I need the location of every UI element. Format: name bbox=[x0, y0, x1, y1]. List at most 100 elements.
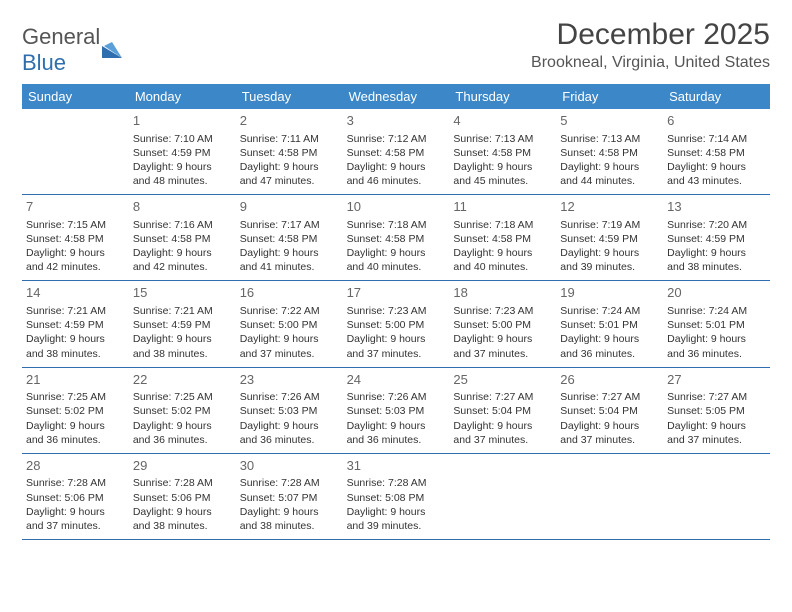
day-number: 15 bbox=[133, 284, 232, 302]
calendar-cell: 24Sunrise: 7:26 AMSunset: 5:03 PMDayligh… bbox=[343, 368, 450, 454]
sunset-line: Sunset: 4:58 PM bbox=[240, 232, 339, 246]
sunrise-line: Sunrise: 7:13 AM bbox=[560, 132, 659, 146]
sunrise-line: Sunrise: 7:18 AM bbox=[453, 218, 552, 232]
sunrise-line: Sunrise: 7:23 AM bbox=[453, 304, 552, 318]
day-number: 25 bbox=[453, 371, 552, 389]
daylight-line: Daylight: 9 hours and 37 minutes. bbox=[26, 505, 125, 533]
sunrise-line: Sunrise: 7:27 AM bbox=[453, 390, 552, 404]
sunrise-line: Sunrise: 7:25 AM bbox=[26, 390, 125, 404]
daylight-line: Daylight: 9 hours and 37 minutes. bbox=[453, 332, 552, 360]
sunrise-line: Sunrise: 7:28 AM bbox=[133, 476, 232, 490]
daylight-line: Daylight: 9 hours and 44 minutes. bbox=[560, 160, 659, 188]
sunrise-line: Sunrise: 7:25 AM bbox=[133, 390, 232, 404]
sunset-line: Sunset: 4:58 PM bbox=[26, 232, 125, 246]
calendar-cell bbox=[22, 109, 129, 195]
logo-text: General Blue bbox=[22, 24, 100, 76]
day-number: 1 bbox=[133, 112, 232, 130]
calendar-cell bbox=[449, 454, 556, 540]
daylight-line: Daylight: 9 hours and 47 minutes. bbox=[240, 160, 339, 188]
day-number: 14 bbox=[26, 284, 125, 302]
calendar: SundayMondayTuesdayWednesdayThursdayFrid… bbox=[22, 84, 770, 540]
sunset-line: Sunset: 4:59 PM bbox=[560, 232, 659, 246]
daylight-line: Daylight: 9 hours and 46 minutes. bbox=[347, 160, 446, 188]
sunrise-line: Sunrise: 7:20 AM bbox=[667, 218, 766, 232]
sunrise-line: Sunrise: 7:13 AM bbox=[453, 132, 552, 146]
calendar-cell: 18Sunrise: 7:23 AMSunset: 5:00 PMDayligh… bbox=[449, 281, 556, 367]
calendar-cell: 4Sunrise: 7:13 AMSunset: 4:58 PMDaylight… bbox=[449, 109, 556, 195]
daylight-line: Daylight: 9 hours and 37 minutes. bbox=[240, 332, 339, 360]
calendar-cell: 31Sunrise: 7:28 AMSunset: 5:08 PMDayligh… bbox=[343, 454, 450, 540]
day-number: 6 bbox=[667, 112, 766, 130]
day-number: 23 bbox=[240, 371, 339, 389]
day-number: 11 bbox=[453, 198, 552, 216]
calendar-cell: 13Sunrise: 7:20 AMSunset: 4:59 PMDayligh… bbox=[663, 195, 770, 281]
sunrise-line: Sunrise: 7:10 AM bbox=[133, 132, 232, 146]
sunset-line: Sunset: 5:00 PM bbox=[347, 318, 446, 332]
daylight-line: Daylight: 9 hours and 36 minutes. bbox=[347, 419, 446, 447]
sunset-line: Sunset: 5:04 PM bbox=[560, 404, 659, 418]
calendar-cell: 6Sunrise: 7:14 AMSunset: 4:58 PMDaylight… bbox=[663, 109, 770, 195]
sunrise-line: Sunrise: 7:28 AM bbox=[347, 476, 446, 490]
sunrise-line: Sunrise: 7:19 AM bbox=[560, 218, 659, 232]
weekday-header: Tuesday bbox=[236, 84, 343, 109]
daylight-line: Daylight: 9 hours and 37 minutes. bbox=[560, 419, 659, 447]
sunrise-line: Sunrise: 7:27 AM bbox=[667, 390, 766, 404]
day-number: 16 bbox=[240, 284, 339, 302]
sunset-line: Sunset: 5:07 PM bbox=[240, 491, 339, 505]
sunset-line: Sunset: 5:02 PM bbox=[26, 404, 125, 418]
calendar-cell: 21Sunrise: 7:25 AMSunset: 5:02 PMDayligh… bbox=[22, 368, 129, 454]
daylight-line: Daylight: 9 hours and 45 minutes. bbox=[453, 160, 552, 188]
sunset-line: Sunset: 5:02 PM bbox=[133, 404, 232, 418]
sunset-line: Sunset: 5:03 PM bbox=[347, 404, 446, 418]
daylight-line: Daylight: 9 hours and 36 minutes. bbox=[240, 419, 339, 447]
sunset-line: Sunset: 5:08 PM bbox=[347, 491, 446, 505]
calendar-cell: 25Sunrise: 7:27 AMSunset: 5:04 PMDayligh… bbox=[449, 368, 556, 454]
sunrise-line: Sunrise: 7:22 AM bbox=[240, 304, 339, 318]
calendar-cell: 28Sunrise: 7:28 AMSunset: 5:06 PMDayligh… bbox=[22, 454, 129, 540]
sunrise-line: Sunrise: 7:14 AM bbox=[667, 132, 766, 146]
day-number: 19 bbox=[560, 284, 659, 302]
logo: General Blue bbox=[22, 18, 122, 76]
sunset-line: Sunset: 4:58 PM bbox=[453, 146, 552, 160]
sunrise-line: Sunrise: 7:28 AM bbox=[26, 476, 125, 490]
daylight-line: Daylight: 9 hours and 36 minutes. bbox=[560, 332, 659, 360]
daylight-line: Daylight: 9 hours and 39 minutes. bbox=[347, 505, 446, 533]
sunrise-line: Sunrise: 7:12 AM bbox=[347, 132, 446, 146]
sunset-line: Sunset: 4:58 PM bbox=[133, 232, 232, 246]
sunset-line: Sunset: 5:05 PM bbox=[667, 404, 766, 418]
sunrise-line: Sunrise: 7:28 AM bbox=[240, 476, 339, 490]
calendar-cell: 9Sunrise: 7:17 AMSunset: 4:58 PMDaylight… bbox=[236, 195, 343, 281]
daylight-line: Daylight: 9 hours and 48 minutes. bbox=[133, 160, 232, 188]
sunrise-line: Sunrise: 7:18 AM bbox=[347, 218, 446, 232]
day-number: 20 bbox=[667, 284, 766, 302]
daylight-line: Daylight: 9 hours and 38 minutes. bbox=[667, 246, 766, 274]
weekday-header: Friday bbox=[556, 84, 663, 109]
page-title: December 2025 bbox=[531, 18, 770, 52]
weekday-header: Saturday bbox=[663, 84, 770, 109]
daylight-line: Daylight: 9 hours and 36 minutes. bbox=[133, 419, 232, 447]
sunset-line: Sunset: 4:58 PM bbox=[240, 146, 339, 160]
sunrise-line: Sunrise: 7:24 AM bbox=[560, 304, 659, 318]
sunset-line: Sunset: 5:03 PM bbox=[240, 404, 339, 418]
sunrise-line: Sunrise: 7:26 AM bbox=[347, 390, 446, 404]
day-number: 26 bbox=[560, 371, 659, 389]
calendar-cell: 26Sunrise: 7:27 AMSunset: 5:04 PMDayligh… bbox=[556, 368, 663, 454]
calendar-cell: 19Sunrise: 7:24 AMSunset: 5:01 PMDayligh… bbox=[556, 281, 663, 367]
sunset-line: Sunset: 4:59 PM bbox=[133, 318, 232, 332]
calendar-cell: 16Sunrise: 7:22 AMSunset: 5:00 PMDayligh… bbox=[236, 281, 343, 367]
sunrise-line: Sunrise: 7:21 AM bbox=[133, 304, 232, 318]
calendar-header-row: SundayMondayTuesdayWednesdayThursdayFrid… bbox=[22, 84, 770, 109]
sunrise-line: Sunrise: 7:11 AM bbox=[240, 132, 339, 146]
daylight-line: Daylight: 9 hours and 40 minutes. bbox=[453, 246, 552, 274]
daylight-line: Daylight: 9 hours and 36 minutes. bbox=[667, 332, 766, 360]
calendar-cell: 12Sunrise: 7:19 AMSunset: 4:59 PMDayligh… bbox=[556, 195, 663, 281]
sunrise-line: Sunrise: 7:17 AM bbox=[240, 218, 339, 232]
day-number: 24 bbox=[347, 371, 446, 389]
day-number: 7 bbox=[26, 198, 125, 216]
sunrise-line: Sunrise: 7:21 AM bbox=[26, 304, 125, 318]
calendar-cell bbox=[556, 454, 663, 540]
sunset-line: Sunset: 5:00 PM bbox=[453, 318, 552, 332]
day-number: 27 bbox=[667, 371, 766, 389]
location-subtitle: Brookneal, Virginia, United States bbox=[531, 54, 770, 72]
calendar-body: 1 Sunrise: 7:10 AM Sunset: 4:59 PM Daylight… bbox=[22, 109, 770, 540]
